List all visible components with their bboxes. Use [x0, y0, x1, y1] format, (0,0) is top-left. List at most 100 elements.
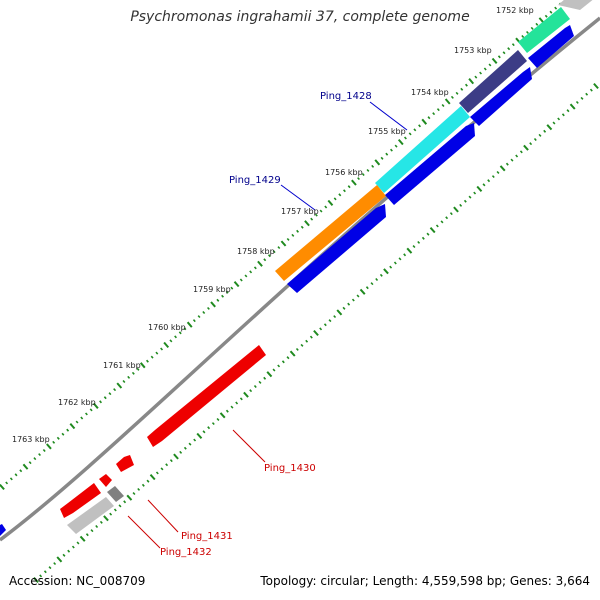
- outer-ring-tick: [526, 30, 529, 34]
- inner-ring-tick: [580, 96, 584, 100]
- inner-ring-tick: [109, 512, 113, 516]
- inner-ring-tick: [491, 175, 495, 179]
- inner-ring-tick: [216, 417, 220, 421]
- gene-arrow-red-small-1[interactable]: [116, 455, 134, 472]
- inner-ring-tick: [48, 566, 52, 570]
- gene-block-orange[interactable]: [275, 185, 386, 281]
- outer-ring-tick: [92, 402, 99, 409]
- outer-ring-tick: [397, 138, 404, 146]
- outer-ring-tick: [155, 351, 159, 355]
- kbp-label-1754: 1754 kbp: [411, 88, 449, 97]
- outer-ring-tick: [267, 254, 271, 258]
- inner-ring-tick: [426, 232, 430, 236]
- kbp-label-1756: 1756 kbp: [325, 168, 363, 177]
- inner-ring-tick: [538, 133, 542, 137]
- inner-ring-tick: [169, 459, 173, 463]
- outer-ring-tick: [277, 246, 281, 250]
- inner-ring-tick: [375, 277, 379, 282]
- gene-arrow-red-ping1430[interactable]: [147, 345, 266, 447]
- outer-ring-tick: [136, 367, 140, 371]
- outer-ring-tick: [291, 233, 295, 237]
- outer-ring-tick: [80, 416, 84, 420]
- outer-ring-tick: [131, 371, 135, 375]
- gene-arrow-blue-1[interactable]: [528, 25, 574, 68]
- inner-ring-tick: [510, 158, 514, 162]
- outer-ring-tick: [174, 335, 177, 339]
- outer-ring-tick: [46, 443, 52, 450]
- inner-ring-tick: [383, 268, 389, 275]
- outer-ring-tick: [413, 128, 417, 132]
- gene-arrow-red-ping1432[interactable]: [60, 483, 101, 518]
- inner-ring-tick: [149, 474, 156, 481]
- inner-ring-tick: [476, 185, 483, 192]
- outer-ring-tick: [61, 432, 65, 436]
- outer-ring-tick: [122, 379, 126, 384]
- gene-block-cyan[interactable]: [375, 106, 470, 193]
- inner-ring-tick: [132, 492, 136, 496]
- map-title: Psychromonas ingrahamii 37, complete gen…: [130, 9, 470, 25]
- outer-ring-tick: [263, 258, 267, 262]
- gene-block-grey-small[interactable]: [107, 486, 124, 502]
- inner-ring-tick: [281, 360, 285, 364]
- gene-block-navy[interactable]: [459, 50, 527, 113]
- inner-ring-tick: [196, 432, 203, 439]
- outer-ring-tick: [139, 362, 146, 369]
- outer-ring-tick: [221, 294, 224, 298]
- gene-label-ping1431[interactable]: Ping_1431: [181, 531, 233, 542]
- outer-ring-tick: [99, 400, 103, 404]
- outer-ring-tick: [169, 339, 173, 343]
- inner-ring-tick: [258, 380, 262, 384]
- outer-ring-tick: [371, 164, 375, 168]
- gene-arrow-blue-2[interactable]: [470, 67, 532, 126]
- inner-ring-tick: [429, 227, 436, 234]
- outer-ring-tick: [385, 152, 389, 156]
- gene-arrow-red-small-2[interactable]: [99, 474, 112, 487]
- gene-label-ping1430[interactable]: Ping_1430: [264, 463, 316, 474]
- outer-ring-tick: [408, 132, 412, 136]
- outer-ring-tick: [338, 193, 342, 197]
- inner-ring-tick: [585, 92, 589, 96]
- outer-ring-tick: [52, 440, 56, 444]
- outer-ring-tick: [14, 473, 18, 477]
- outer-ring-tick: [403, 136, 407, 140]
- outer-ring-tick: [207, 306, 210, 310]
- topology-summary-text: Topology: circular; Length: 4,559,598 bp…: [260, 574, 590, 588]
- inner-ring-tick: [453, 206, 459, 213]
- outer-ring-tick: [394, 144, 398, 148]
- inner-ring-tick: [459, 203, 463, 207]
- outer-ring-tick: [436, 108, 440, 112]
- outer-ring-tick: [361, 172, 365, 177]
- inner-ring-tick: [239, 397, 243, 401]
- gene-arrow-blue-left[interactable]: [0, 524, 6, 538]
- inner-ring-tick: [300, 343, 304, 347]
- outer-ring-tick: [178, 331, 182, 335]
- outer-ring-tick: [497, 55, 501, 59]
- gene-label-ping1432[interactable]: Ping_1432: [160, 547, 212, 558]
- gene-block-green[interactable]: [518, 7, 570, 53]
- inner-ring-tick: [499, 165, 506, 172]
- outer-ring-tick: [324, 205, 328, 209]
- inner-ring-tick: [468, 195, 472, 199]
- outer-ring-tick: [479, 71, 482, 75]
- inner-ring-tick: [90, 529, 94, 533]
- outer-ring-tick: [197, 315, 201, 319]
- gene-arrow-blue-3[interactable]: [385, 123, 475, 205]
- gene-arrow-blue-4[interactable]: [287, 204, 386, 293]
- inner-ring-tick: [593, 82, 599, 90]
- inner-ring-tick: [123, 500, 127, 504]
- inner-ring-tick: [249, 389, 253, 393]
- gene-label-ping1429[interactable]: Ping_1429: [229, 175, 281, 186]
- gene-block-grey-lower[interactable]: [67, 497, 114, 534]
- inner-ring-tick: [71, 545, 75, 549]
- kbp-label-1759: 1759 kbp: [193, 285, 231, 294]
- gene-label-ping1428[interactable]: Ping_1428: [320, 91, 372, 102]
- callout-line-ping1431: [147, 499, 179, 533]
- outer-ring-tick: [272, 250, 276, 254]
- outer-ring-tick: [455, 91, 459, 95]
- outer-ring-tick: [464, 83, 468, 87]
- outer-ring-tick: [483, 67, 487, 71]
- outer-ring-tick: [366, 168, 370, 172]
- inner-ring-tick: [272, 368, 276, 372]
- gene-block-grey-top[interactable]: [558, 0, 600, 10]
